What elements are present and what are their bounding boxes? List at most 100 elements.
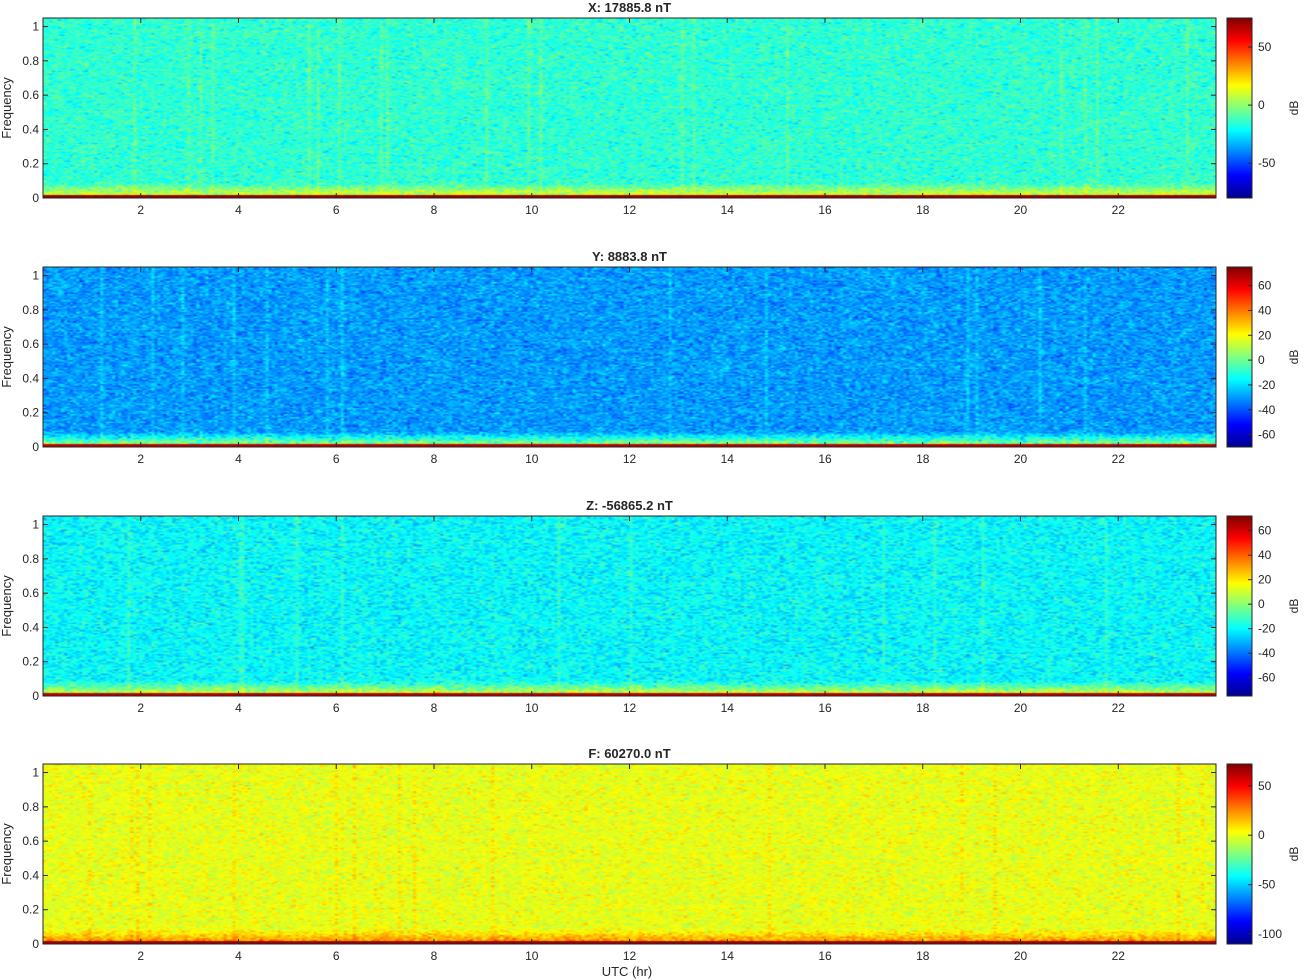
- y-axis-label: Frequency: [0, 575, 14, 637]
- x-tick-label: 12: [623, 701, 637, 715]
- x-tick-label: 10: [525, 452, 539, 466]
- x-tick-label: 20: [1014, 949, 1028, 963]
- spectrogram-image: [43, 267, 1216, 447]
- colorbar-tick-label: 0: [1258, 98, 1265, 112]
- y-axis-label: Frequency: [0, 326, 14, 388]
- y-tick-label: 0.2: [22, 903, 39, 917]
- y-tick-label: 0.8: [22, 303, 39, 317]
- x-tick-label: 6: [333, 949, 340, 963]
- colorbar-tick-label: 40: [1258, 548, 1272, 562]
- x-tick-label: 4: [235, 701, 242, 715]
- x-tick-label: 6: [333, 203, 340, 217]
- colorbar-tick-label: -40: [1258, 646, 1276, 660]
- colorbar-tick-label: -40: [1258, 403, 1276, 417]
- x-tick-label: 20: [1014, 203, 1028, 217]
- x-tick-label: 10: [525, 949, 539, 963]
- colorbar-tick-label: 0: [1258, 828, 1265, 842]
- x-tick-label: 14: [721, 949, 735, 963]
- panel-3: F: 60270.0 nT2 4 6 8 10 12 14 16 18 20 2200.20.40.…: [0, 746, 1301, 963]
- x-tick-label: 4: [235, 949, 242, 963]
- x-tick-label: 12: [623, 203, 637, 217]
- panel-title: F: 60270.0 nT: [588, 746, 670, 761]
- x-tick-label: 6: [333, 452, 340, 466]
- colorbar-tick-label: 20: [1258, 573, 1272, 587]
- colorbar-tick-label: -60: [1258, 671, 1276, 685]
- y-tick-label: 0.8: [22, 800, 39, 814]
- panel-0: X: 17885.8 nT2 4 6 8 10 12 14 16 18 20 2200.20.40.…: [0, 0, 1301, 217]
- x-axis-label: UTC (hr): [602, 964, 653, 979]
- x-tick-label: 8: [431, 701, 438, 715]
- y-tick-label: 0.6: [22, 834, 39, 848]
- panel-1: Y: 8883.8 nT2 4 6 8 10 12 14 16 18 20 2200.20.40.6…: [0, 249, 1301, 466]
- colorbar-label: dB: [1287, 599, 1301, 614]
- colorbar-tick-label: 60: [1258, 524, 1272, 538]
- colorbar-tick-label: 0: [1258, 353, 1265, 367]
- x-tick-label: 8: [431, 452, 438, 466]
- spectrogram-image: [43, 18, 1216, 198]
- x-tick-label: 16: [818, 203, 832, 217]
- y-tick-label: 0.4: [22, 371, 39, 385]
- x-tick-label: 2: [137, 452, 144, 466]
- x-tick-label: 6: [333, 701, 340, 715]
- y-tick-label: 0: [32, 937, 39, 951]
- x-tick-label: 2: [137, 949, 144, 963]
- y-tick-label: 0: [32, 191, 39, 205]
- colorbar-label: dB: [1287, 847, 1301, 862]
- colorbar: [1226, 17, 1253, 199]
- y-tick-label: 1: [32, 766, 39, 780]
- colorbar-tick-label: -50: [1258, 878, 1276, 892]
- colorbar-tick-label: -50: [1258, 156, 1276, 170]
- x-tick-label: 4: [235, 203, 242, 217]
- y-tick-label: 0.6: [22, 88, 39, 102]
- y-tick-label: 0.6: [22, 337, 39, 351]
- spectrogram-image: [43, 516, 1216, 696]
- y-axis-label: Frequency: [0, 823, 14, 885]
- colorbar: [1226, 515, 1253, 697]
- y-tick-label: 0.8: [22, 552, 39, 566]
- panel-title: Z: -56865.2 nT: [586, 498, 673, 513]
- y-tick-label: 1: [32, 269, 39, 283]
- colorbar-tick-label: 0: [1258, 597, 1265, 611]
- y-tick-label: 0: [32, 689, 39, 703]
- y-tick-label: 0.4: [22, 620, 39, 634]
- x-tick-label: 2: [137, 203, 144, 217]
- y-tick-label: 0.8: [22, 54, 39, 68]
- colorbar-tick-label: 40: [1258, 303, 1272, 317]
- x-tick-label: 20: [1014, 452, 1028, 466]
- colorbar-tick-label: 50: [1258, 40, 1272, 54]
- x-tick-label: 2: [137, 701, 144, 715]
- panel-title: X: 17885.8 nT: [588, 0, 671, 15]
- colorbar-tick-label: -20: [1258, 622, 1276, 636]
- x-tick-label: 16: [818, 701, 832, 715]
- x-tick-label: 22: [1112, 203, 1126, 217]
- x-tick-label: 4: [235, 452, 242, 466]
- colorbar-tick-label: 20: [1258, 328, 1272, 342]
- colorbar: [1226, 266, 1253, 448]
- x-tick-label: 14: [721, 203, 735, 217]
- x-tick-label: 18: [916, 701, 930, 715]
- x-tick-label: 22: [1112, 949, 1126, 963]
- colorbar: [1226, 763, 1253, 945]
- x-tick-label: 10: [525, 701, 539, 715]
- x-tick-label: 8: [431, 203, 438, 217]
- x-tick-label: 22: [1112, 452, 1126, 466]
- colorbar-tick-label: -60: [1258, 428, 1276, 442]
- y-tick-label: 1: [32, 518, 39, 532]
- colorbar-tick-label: -20: [1258, 378, 1276, 392]
- x-tick-label: 22: [1112, 701, 1126, 715]
- x-tick-label: 14: [721, 701, 735, 715]
- x-tick-label: 18: [916, 203, 930, 217]
- panels-group: X: 17885.8 nT2 4 6 8 10 12 14 16 18 20 2200.20.40.…: [0, 0, 1301, 963]
- x-tick-label: 14: [721, 452, 735, 466]
- x-tick-label: 16: [818, 949, 832, 963]
- y-axis-label: Frequency: [0, 77, 14, 139]
- x-tick-label: 20: [1014, 701, 1028, 715]
- y-tick-label: 0.2: [22, 406, 39, 420]
- y-tick-label: 0.4: [22, 868, 39, 882]
- panel-title: Y: 8883.8 nT: [592, 249, 667, 264]
- x-tick-label: 16: [818, 452, 832, 466]
- y-tick-label: 0: [32, 440, 39, 454]
- colorbar-label: dB: [1287, 101, 1301, 116]
- x-tick-label: 10: [525, 203, 539, 217]
- y-tick-label: 0.2: [22, 655, 39, 669]
